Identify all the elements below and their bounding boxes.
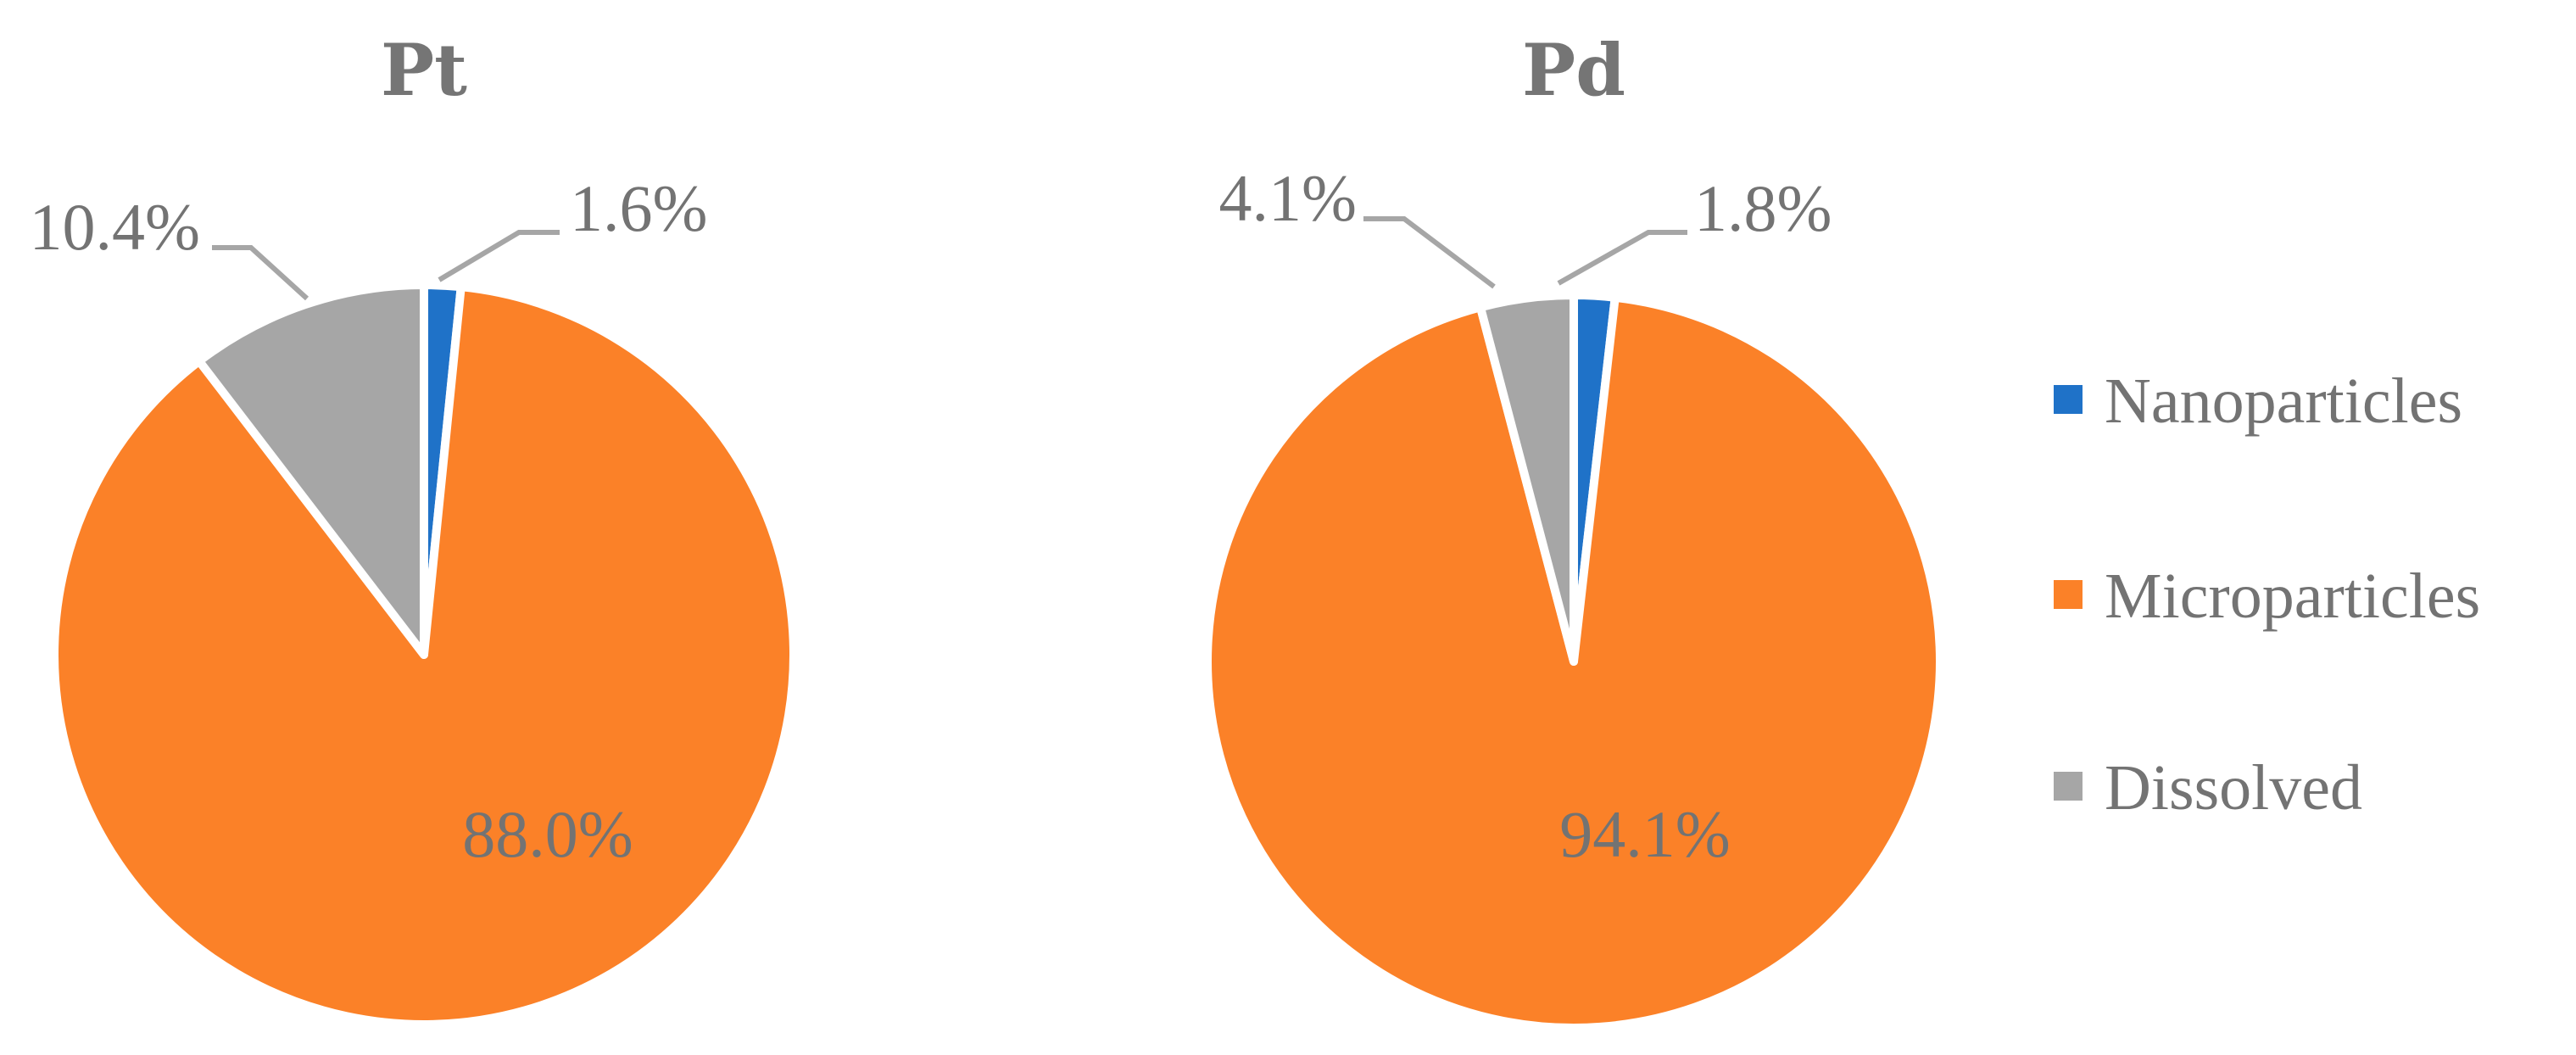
legend-item-dissolved: Dissolved [2054, 752, 2362, 823]
pie-slices-pd [1203, 291, 1944, 1032]
pie-slices-pt [50, 281, 798, 1029]
leader-lines-pd [1363, 216, 1687, 289]
pie-slice-pd-dissolved [1475, 291, 1578, 666]
leader-line-pt-dissolved [212, 245, 309, 301]
data-label-pt-dissolved: 10.4% [30, 190, 200, 264]
legend-label-dissolved: Dissolved [2105, 752, 2362, 823]
chart-title-pt: Pt [381, 28, 467, 112]
data-label-pd-dissolved: 4.1% [1219, 161, 1357, 235]
legend-item-microparticles: Microparticles [2054, 561, 2480, 632]
data-label-pt-nanoparticles: 1.6% [570, 171, 707, 245]
data-label-pt-microparticles: 88.0% [462, 797, 633, 871]
legend-label-microparticles: Microparticles [2105, 561, 2480, 632]
leader-line-pt-nanoparticles [438, 230, 560, 282]
leader-lines-pt [212, 230, 560, 301]
legend-item-nanoparticles: Nanoparticles [2054, 366, 2462, 437]
legend-swatch-dissolved [2054, 772, 2083, 801]
legend-label-nanoparticles: Nanoparticles [2105, 366, 2462, 437]
data-label-pd-microparticles: 94.1% [1559, 797, 1730, 871]
pie-chart-pt: Pt 1.6% 88.0% 10.4% [30, 28, 798, 1029]
legend: Nanoparticles Microparticles Dissolved [2054, 366, 2480, 823]
data-label-pd-nanoparticles: 1.8% [1694, 171, 1832, 245]
legend-swatch-nanoparticles [2054, 385, 2083, 414]
pie-slice-pt-dissolved [194, 281, 428, 659]
pie-chart-pd: Pd 1.8% 94.1% 4.1% [1203, 28, 1944, 1032]
leader-line-pd-dissolved [1363, 216, 1496, 289]
chart-title-pd: Pd [1522, 28, 1625, 112]
leader-line-pd-nanoparticles [1557, 230, 1687, 286]
legend-swatch-microparticles [2054, 580, 2083, 609]
